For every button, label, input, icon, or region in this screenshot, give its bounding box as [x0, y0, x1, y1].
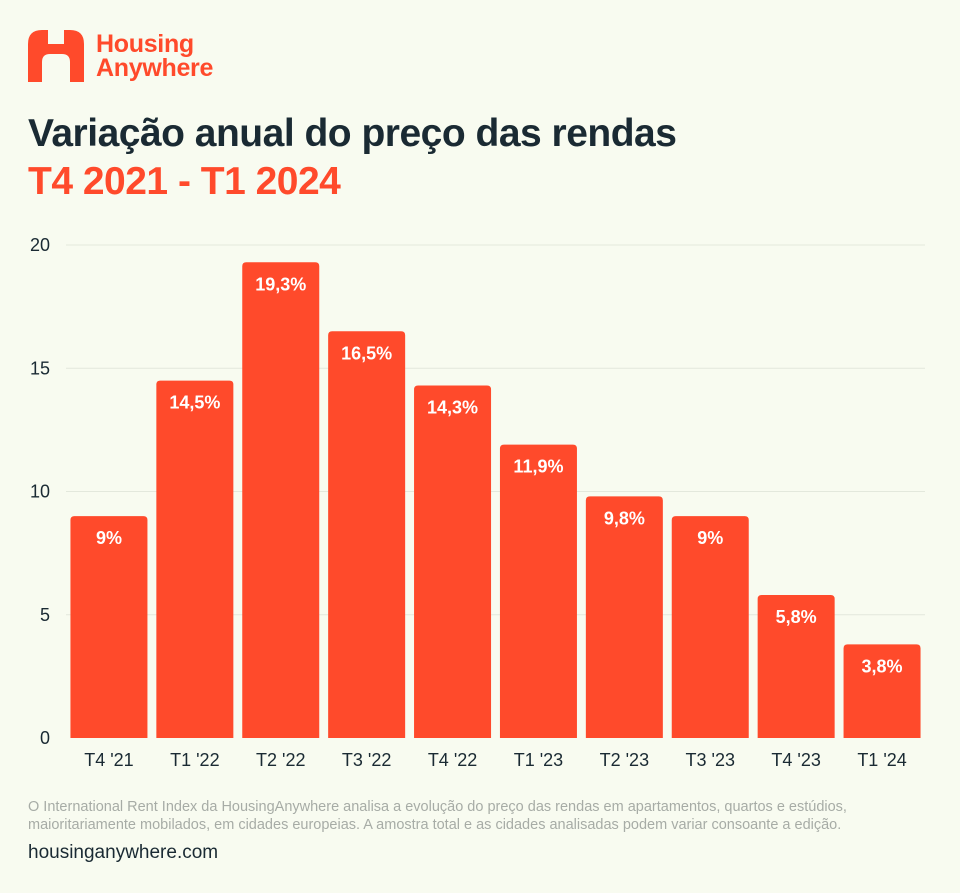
bar	[499, 444, 577, 738]
y-tick-label: 20	[30, 235, 50, 255]
y-tick-label: 15	[30, 358, 50, 378]
x-tick-label: T1 '22	[170, 750, 219, 770]
x-axis-ticks: T4 '21 T1 '22 T2 '22 T3 '22 T4 '22 T1 '23 T2 '…	[84, 750, 907, 770]
bar	[671, 516, 749, 738]
x-tick-label: T4 '21	[84, 750, 133, 770]
bar-chart: 0 5 10 15 20 9% 14,5% 19,3% 16,5% 14,3% 11,9% 9,8%…	[30, 235, 925, 770]
x-tick-label: T4 '23	[771, 750, 820, 770]
x-tick-label: T3 '22	[342, 750, 391, 770]
brand-name: Housing Anywhere	[96, 30, 214, 82]
chart-title: Variação anual do preço das rendas	[28, 112, 677, 155]
bar	[328, 331, 406, 738]
y-axis-ticks: 0 5 10 15 20	[30, 235, 50, 748]
data-label: 5,8%	[776, 607, 817, 627]
bar	[757, 595, 835, 738]
x-tick-label: T2 '22	[256, 750, 305, 770]
y-tick-label: 0	[40, 728, 50, 748]
data-label: 9%	[96, 528, 122, 548]
data-label: 11,9%	[513, 457, 563, 477]
chart-subtitle: T4 2021 - T1 2024	[28, 160, 341, 203]
housinganywhere-logo-icon	[28, 30, 84, 82]
x-tick-label: T1 '24	[857, 750, 906, 770]
data-label: 9,8%	[604, 508, 645, 528]
data-label: 16,5%	[341, 343, 392, 363]
bar	[156, 380, 234, 738]
website-link[interactable]: housinganywhere.com	[28, 842, 219, 863]
x-tick-label: T4 '22	[428, 750, 477, 770]
x-tick-label: T1 '23	[514, 750, 563, 770]
y-tick-label: 5	[40, 605, 50, 625]
data-label: 14,5%	[169, 393, 220, 413]
y-tick-label: 10	[30, 482, 50, 502]
bars	[70, 262, 921, 738]
data-label: 14,3%	[427, 398, 478, 418]
bar	[414, 385, 492, 738]
methodology-note: O International Rent Index da HousingAny…	[28, 799, 847, 833]
brand-name-line1: Housing	[96, 30, 194, 58]
data-label: 19,3%	[255, 274, 306, 294]
brand-logo: Housing Anywhere	[28, 30, 213, 82]
data-label: 3,8%	[862, 656, 903, 676]
x-tick-label: T2 '23	[600, 750, 649, 770]
bar	[585, 496, 663, 738]
bar	[242, 262, 320, 738]
bar	[70, 516, 148, 738]
data-label: 9%	[697, 528, 723, 548]
data-labels: 9% 14,5% 19,3% 16,5% 14,3% 11,9% 9,8% 9% 5,8% 3,8…	[96, 274, 903, 676]
brand-name-line2: Anywhere	[96, 54, 214, 82]
bar	[843, 644, 921, 738]
x-tick-label: T3 '23	[686, 750, 735, 770]
